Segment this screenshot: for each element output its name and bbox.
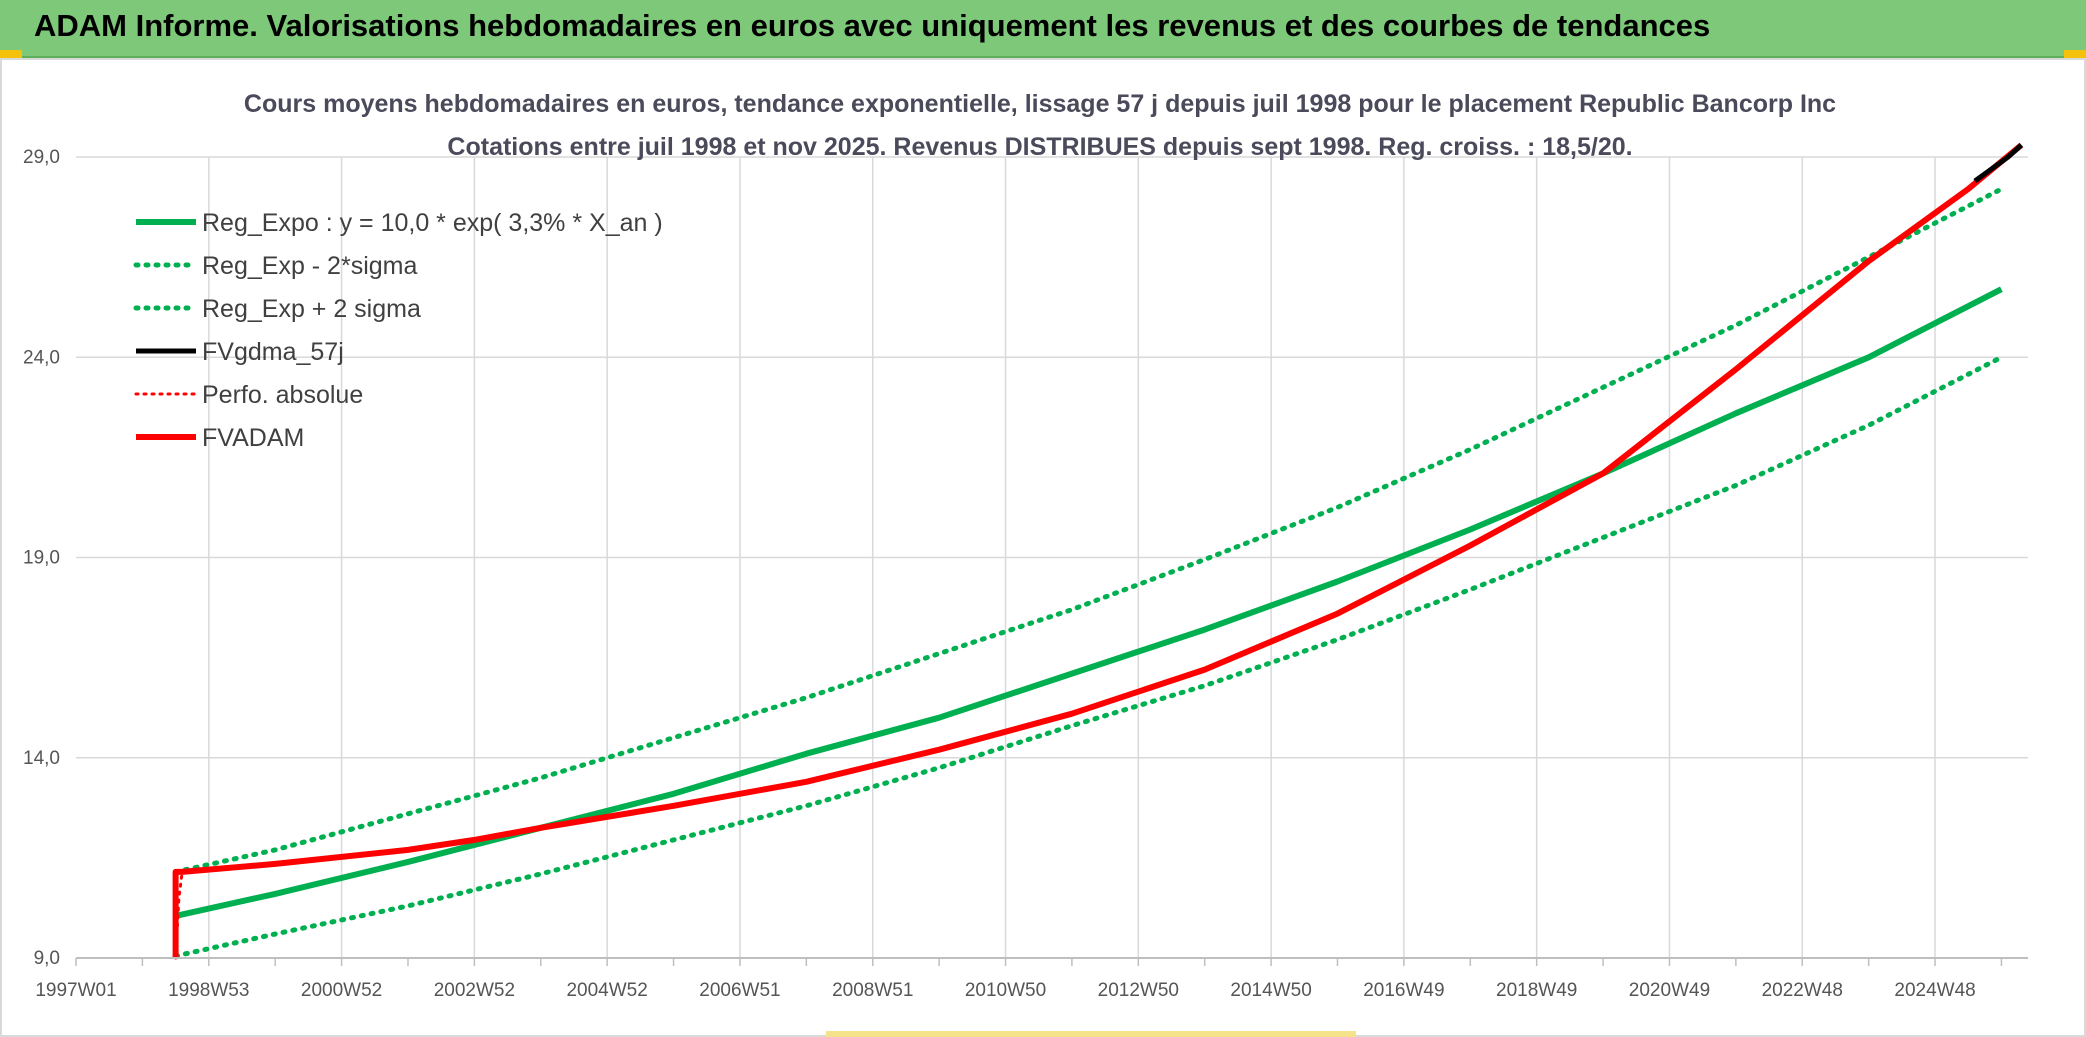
x-tick-label: 2004W52 bbox=[566, 980, 647, 1001]
x-tick-label: 2002W52 bbox=[434, 980, 515, 1001]
gridlines bbox=[76, 156, 2028, 959]
legend-entry: FVgdma_57j bbox=[202, 338, 344, 366]
series-line-1 bbox=[173, 354, 2004, 959]
corner-accent-left bbox=[0, 50, 22, 58]
report-banner: ADAM Informe. Valorisations hebdomadaire… bbox=[0, 0, 2086, 58]
chart-title-line: Cotations entre juil 1998 et nov 2025. R… bbox=[447, 133, 1632, 161]
series-line-0 bbox=[174, 286, 2003, 919]
report-title: ADAM Informe. Valorisations hebdomadaire… bbox=[34, 8, 1711, 43]
x-tick-label: 1998W53 bbox=[168, 980, 249, 1001]
y-tick-label: 29,0 bbox=[23, 147, 60, 168]
chart-title-line: Cours moyens hebdomadaires en euros, ten… bbox=[244, 90, 1836, 118]
chart-titles: Cours moyens hebdomadaires en euros, ten… bbox=[244, 90, 1836, 161]
x-tick-label: 2022W48 bbox=[1762, 980, 1843, 1001]
x-tick-label: 2020W49 bbox=[1629, 980, 1710, 1001]
series-line-5 bbox=[172, 142, 2024, 958]
y-tick-label: 9,0 bbox=[34, 948, 60, 969]
x-tick-label: 2008W51 bbox=[832, 980, 913, 1001]
y-tick-label: 14,0 bbox=[23, 748, 60, 769]
legend-entry: Reg_Exp - 2*sigma bbox=[202, 252, 417, 280]
x-tick-label: 2016W49 bbox=[1363, 980, 1444, 1001]
legend: Reg_Expo : y = 10,0 * exp( 3,3% * X_an )… bbox=[133, 209, 663, 452]
x-tick-label: 2006W51 bbox=[699, 980, 780, 1001]
x-tick-label: 2000W52 bbox=[301, 980, 382, 1001]
x-tick-label: 2024W48 bbox=[1894, 980, 1975, 1001]
x-tick-label: 1997W01 bbox=[35, 980, 116, 1001]
x-tick-label: 2018W49 bbox=[1496, 980, 1577, 1001]
corner-accent-right bbox=[2064, 50, 2086, 58]
y-tick-label: 19,0 bbox=[23, 548, 60, 569]
y-tick-label: 24,0 bbox=[23, 347, 60, 368]
legend-entry: Reg_Expo : y = 10,0 * exp( 3,3% * X_an ) bbox=[202, 209, 663, 237]
legend-entry: FVADAM bbox=[202, 424, 304, 452]
bottom-accent bbox=[826, 1031, 1356, 1037]
x-tick-label: 2012W50 bbox=[1098, 980, 1179, 1001]
legend-entry: Reg_Exp + 2 sigma bbox=[202, 295, 421, 323]
series-layer bbox=[172, 142, 2024, 960]
x-tick-label: 2014W50 bbox=[1230, 980, 1311, 1001]
series-line-2 bbox=[173, 186, 2004, 875]
axes: 9,0 14,0 19,0 24,0 29,0 1997W01 1998W53 2000W52… bbox=[23, 147, 2028, 1001]
series-line-3 bbox=[1973, 143, 2024, 184]
x-tick-label: 2010W50 bbox=[965, 980, 1046, 1001]
legend-entry: Perfo. absolue bbox=[202, 381, 363, 409]
